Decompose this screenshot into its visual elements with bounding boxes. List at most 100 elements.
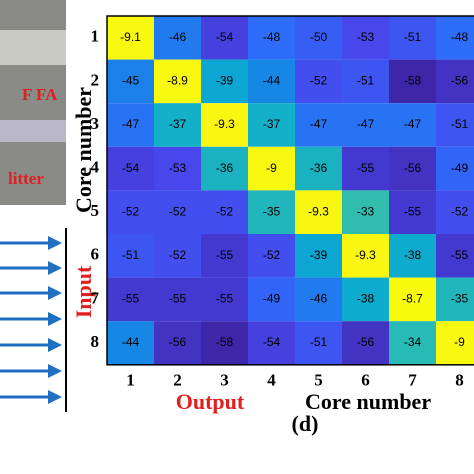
heatmap-cell <box>107 321 154 365</box>
heatmap-cell <box>107 103 154 147</box>
heatmap-cell <box>436 277 474 322</box>
cell-label: -53 <box>357 30 375 44</box>
cell-label: -36 <box>310 161 328 175</box>
arrow-head <box>48 364 62 378</box>
cell-label: -54 <box>216 30 234 44</box>
photo-ruler <box>0 30 66 65</box>
heatmap-cell <box>154 234 201 278</box>
y-group-label: Input <box>71 265 96 318</box>
heatmap-cell <box>107 16 154 60</box>
heatmap-cell <box>342 321 389 365</box>
heatmap-cell <box>107 190 154 234</box>
cell-label: -52 <box>216 204 234 218</box>
heatmap-cell <box>295 277 342 322</box>
x-tick-label: 2 <box>173 371 182 390</box>
cell-label: -47 <box>310 117 328 131</box>
photo-label: litter <box>8 169 44 188</box>
x-group-label: Output <box>176 389 245 414</box>
arrow-head <box>48 390 62 404</box>
x-axis-label: Core number <box>305 389 431 414</box>
cell-label: -51 <box>122 248 140 262</box>
cell-label: -9 <box>266 161 277 175</box>
cell-label: -37 <box>263 117 281 131</box>
cell-label: -55 <box>357 161 375 175</box>
cell-label: -47 <box>122 117 140 131</box>
heatmap-cell <box>107 146 154 191</box>
y-tick-label: 5 <box>91 201 100 220</box>
heatmap-cell <box>389 321 436 365</box>
y-tick-label: 3 <box>91 114 100 133</box>
heatmap-cell <box>295 321 342 365</box>
heatmap-cell <box>295 146 342 191</box>
heatmap-cell <box>201 16 248 60</box>
cell-label: -52 <box>169 204 187 218</box>
photo-device <box>0 120 66 142</box>
cell-label: -35 <box>451 292 469 306</box>
heatmap-cell <box>436 234 474 278</box>
cell-label: -56 <box>451 74 469 88</box>
heatmap-cell <box>201 321 248 365</box>
y-tick-label: 2 <box>91 70 100 89</box>
heatmap-cell <box>248 16 295 60</box>
photo-label: F FA <box>22 85 58 104</box>
heatmap-cell <box>154 103 201 147</box>
cell-label: -9.3 <box>308 204 329 218</box>
cell-label: -39 <box>310 248 328 262</box>
cell-label: -46 <box>310 292 328 306</box>
cell-label: -37 <box>169 117 187 131</box>
heatmap-cell <box>389 190 436 234</box>
heatmap-cell <box>342 59 389 104</box>
heatmap-cell <box>436 146 474 191</box>
heatmap-cell <box>389 103 436 147</box>
cell-label: -51 <box>357 74 375 88</box>
heatmap-cell <box>342 103 389 147</box>
cell-label: -49 <box>263 292 281 306</box>
heatmap-cell <box>342 146 389 191</box>
x-tick-label: 7 <box>408 371 417 390</box>
cell-label: -55 <box>451 248 469 262</box>
cell-label: -53 <box>169 161 187 175</box>
heatmap-cell <box>436 103 474 147</box>
cell-label: -54 <box>263 335 281 349</box>
heatmap-cell <box>154 59 201 104</box>
heatmap-cell <box>342 190 389 234</box>
heatmap-cell <box>201 277 248 322</box>
y-tick-label: 4 <box>91 158 100 177</box>
heatmap-cell <box>436 59 474 104</box>
heatmap-cell <box>342 277 389 322</box>
cell-label: -35 <box>263 204 281 218</box>
cell-label: -9.1 <box>120 30 141 44</box>
heatmap-cell <box>248 277 295 322</box>
cell-label: -47 <box>404 117 422 131</box>
heatmap-cell <box>248 234 295 278</box>
heatmap-cell <box>107 234 154 278</box>
cell-label: -55 <box>216 292 234 306</box>
x-tick-label: 1 <box>126 371 135 390</box>
cell-label: -48 <box>451 30 469 44</box>
cell-label: -55 <box>122 292 140 306</box>
heatmap-cell <box>154 16 201 60</box>
heatmap-cell <box>295 190 342 234</box>
cell-label: -39 <box>216 74 234 88</box>
x-tick-label: 6 <box>361 371 370 390</box>
arrow-head <box>48 338 62 352</box>
heatmap-cell <box>201 59 248 104</box>
cell-label: -51 <box>310 335 328 349</box>
cell-label: -58 <box>404 74 422 88</box>
cell-label: -55 <box>216 248 234 262</box>
cell-label: -52 <box>451 204 469 218</box>
cell-label: -52 <box>169 248 187 262</box>
y-tick-label: 8 <box>91 332 100 351</box>
heatmap-cell <box>436 190 474 234</box>
heatmap-cell <box>389 234 436 278</box>
cell-label: -47 <box>357 117 375 131</box>
cell-label: -9 <box>454 335 465 349</box>
cell-label: -48 <box>263 30 281 44</box>
heatmap-cell <box>436 321 474 365</box>
heatmap-cell <box>201 103 248 147</box>
cell-label: -51 <box>404 30 422 44</box>
heatmap-cell <box>248 59 295 104</box>
cell-label: -55 <box>404 204 422 218</box>
heatmap-cell <box>154 321 201 365</box>
heatmap-cell <box>295 234 342 278</box>
